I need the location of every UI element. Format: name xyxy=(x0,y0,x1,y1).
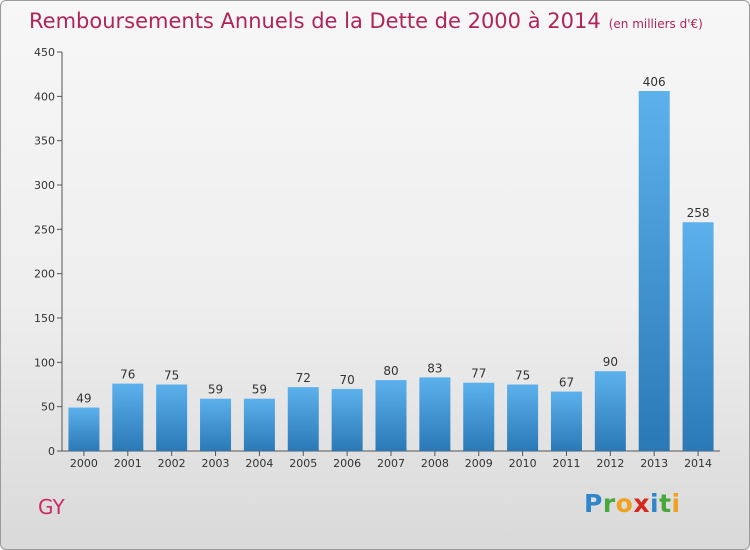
y-tick-label: 250 xyxy=(34,223,55,236)
bar xyxy=(200,398,232,451)
x-tick-label: 2012 xyxy=(596,457,624,470)
logo-letter: t xyxy=(659,489,672,518)
y-tick-label: 100 xyxy=(34,356,55,369)
bar xyxy=(507,384,539,451)
bar xyxy=(682,222,714,451)
x-tick-label: 2013 xyxy=(640,457,668,470)
bar xyxy=(550,391,582,451)
y-tick-label: 200 xyxy=(34,268,55,281)
bar xyxy=(638,91,670,451)
x-tick-label: 2000 xyxy=(70,457,98,470)
bar xyxy=(419,377,451,451)
x-tick-label: 2009 xyxy=(465,457,493,470)
x-tick-label: 2014 xyxy=(684,457,712,470)
x-tick-label: 2002 xyxy=(158,457,186,470)
data-label: 49 xyxy=(76,392,91,406)
y-tick-label: 50 xyxy=(41,401,55,414)
bar xyxy=(68,407,100,451)
data-label: 258 xyxy=(687,206,710,220)
x-tick-label: 2011 xyxy=(552,457,580,470)
bar xyxy=(112,383,144,451)
bar xyxy=(594,371,626,451)
x-tick-label: 2003 xyxy=(202,457,230,470)
logo-letter: i xyxy=(671,489,681,518)
logo-letter: P xyxy=(584,489,603,518)
y-tick-label: 450 xyxy=(34,46,55,59)
bar xyxy=(375,380,407,451)
x-tick-label: 2007 xyxy=(377,457,405,470)
x-tick-label: 2001 xyxy=(114,457,142,470)
y-tick-label: 0 xyxy=(48,445,55,458)
bar xyxy=(331,388,363,451)
data-label: 75 xyxy=(515,369,530,383)
x-tick-label: 2006 xyxy=(333,457,361,470)
data-label: 83 xyxy=(427,361,442,375)
data-label: 59 xyxy=(208,383,223,397)
bar xyxy=(156,384,188,451)
data-label: 406 xyxy=(643,75,666,89)
x-tick-label: 2005 xyxy=(289,457,317,470)
data-label: 80 xyxy=(383,364,398,378)
bar xyxy=(243,398,275,451)
y-tick-label: 350 xyxy=(34,135,55,148)
y-tick-label: 150 xyxy=(34,312,55,325)
chart-unit: (en milliers d'€) xyxy=(608,17,703,31)
proxiti-logo: Proxiti xyxy=(584,489,681,518)
bar xyxy=(463,382,495,451)
chart-title: Remboursements Annuels de la Dette de 20… xyxy=(29,9,703,33)
x-tick-label: 2010 xyxy=(509,457,537,470)
x-tick-label: 2004 xyxy=(245,457,273,470)
chart-title-text: Remboursements Annuels de la Dette de 20… xyxy=(29,9,601,33)
logo-letter: o xyxy=(615,489,634,518)
y-tick-label: 400 xyxy=(34,90,55,103)
data-label: 70 xyxy=(339,373,354,387)
data-label: 77 xyxy=(471,367,486,381)
commune-name: GY xyxy=(38,495,65,519)
data-label: 67 xyxy=(559,376,574,390)
logo-letter: x xyxy=(633,489,650,518)
logo-letter: r xyxy=(602,489,616,518)
data-label: 75 xyxy=(164,369,179,383)
bar xyxy=(287,387,319,451)
logo-letter: i xyxy=(650,489,660,518)
data-label: 90 xyxy=(603,355,618,369)
y-tick-label: 300 xyxy=(34,179,55,192)
data-label: 59 xyxy=(252,383,267,397)
data-label: 76 xyxy=(120,368,135,382)
x-tick-label: 2008 xyxy=(421,457,449,470)
data-label: 72 xyxy=(296,371,311,385)
